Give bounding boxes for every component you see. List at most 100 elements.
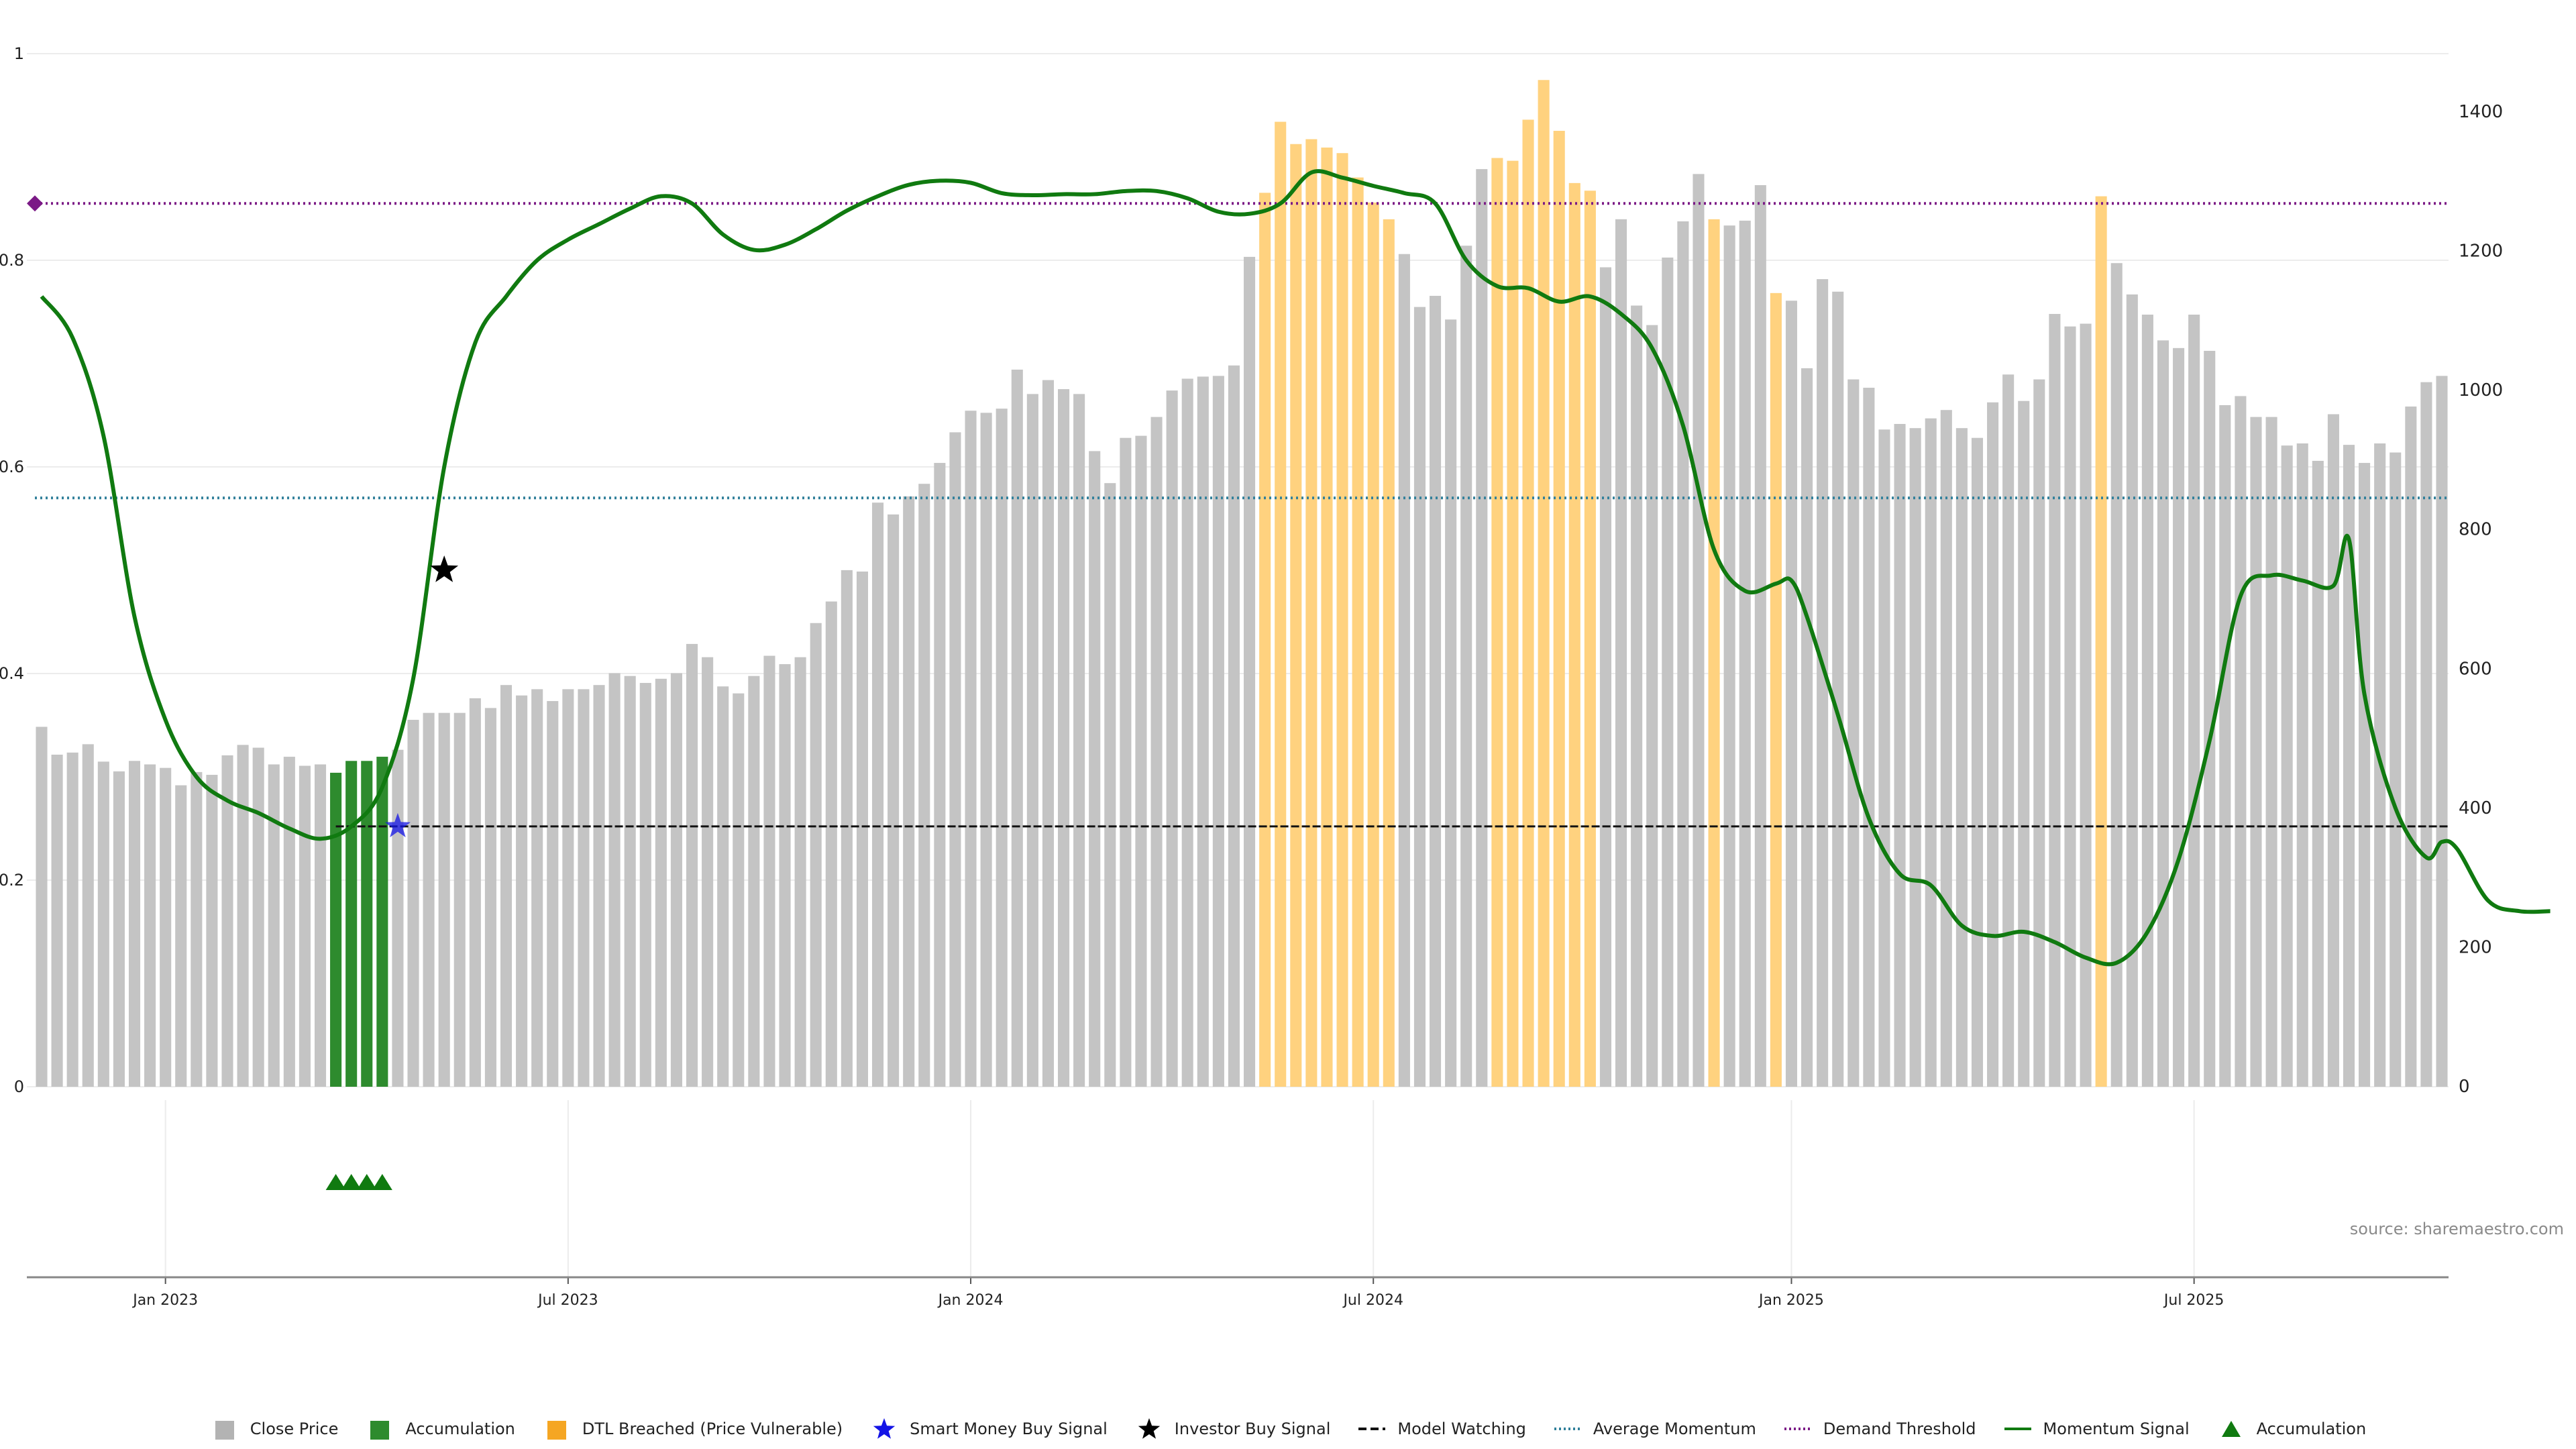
- close-price-bar: [314, 764, 327, 1087]
- chart-legend: Close Price Accumulation DTL Breached (Pri…: [0, 1414, 2576, 1444]
- close-price-bar: [1166, 390, 1178, 1087]
- close-price-bar: [2312, 460, 2324, 1087]
- close-price-bar: [980, 413, 992, 1087]
- close-price-bar: [2296, 443, 2308, 1087]
- close-price-bar: [1460, 246, 1472, 1087]
- close-price-bar: [562, 689, 574, 1087]
- dtl-breached-bar: [1770, 292, 1782, 1087]
- close-price-bar: [1955, 428, 1968, 1087]
- close-price-bar: [2204, 350, 2216, 1087]
- close-price-bar: [2265, 417, 2277, 1087]
- close-price-bar: [144, 764, 156, 1087]
- legend-label: Model Watching: [1397, 1419, 1526, 1438]
- legend-item: DTL Breached (Price Vulnerable): [542, 1417, 843, 1441]
- close-price-bar: [1925, 418, 1937, 1087]
- close-price-bar: [2188, 315, 2200, 1087]
- close-price-bar: [2420, 382, 2432, 1087]
- close-price-bar: [1430, 295, 1442, 1087]
- left-axis-tick-label: 0: [14, 1077, 24, 1096]
- close-price-bar: [1413, 307, 1426, 1087]
- triangle-icon: [2221, 1421, 2241, 1437]
- source-label: source: sharemaestro.com: [2350, 1220, 2564, 1238]
- close-price-bar: [1089, 451, 1101, 1087]
- close-price-bar: [2359, 463, 2371, 1087]
- accumulation-bar: [361, 761, 373, 1087]
- close-price-bar: [1723, 225, 1735, 1087]
- right-axis-tick-label: 800: [2459, 520, 2492, 540]
- close-price-bar: [1662, 257, 1674, 1087]
- right-axis-tick-label: 200: [2459, 937, 2492, 957]
- close-price-bar: [841, 570, 853, 1087]
- legend-label: Average Momentum: [1593, 1419, 1756, 1438]
- close-price-bar: [392, 749, 404, 1087]
- x-axis-tick-label: Jan 2023: [131, 1292, 198, 1309]
- close-price-bar: [578, 689, 590, 1087]
- x-axis-tick-label: Jan 2024: [937, 1292, 1004, 1309]
- close-price-bar: [1739, 220, 1751, 1087]
- close-price-bar: [221, 755, 233, 1087]
- legend-item: Close Price: [210, 1417, 338, 1441]
- close-price-bar: [2235, 396, 2247, 1087]
- close-price-bar: [2018, 400, 2030, 1087]
- legend-item: Model Watching: [1357, 1417, 1526, 1441]
- close-price-bar: [66, 752, 78, 1087]
- legend-item: Demand Threshold: [1783, 1417, 1976, 1441]
- smart-money-buy-star: [384, 812, 411, 838]
- close-price-bar: [1940, 410, 1952, 1087]
- close-price-bar: [1863, 387, 1875, 1087]
- close-price-bar: [2390, 452, 2402, 1087]
- legend-item: Momentum Signal: [2003, 1417, 2190, 1441]
- legend-item: Average Momentum: [1553, 1417, 1756, 1441]
- close-price-bar: [934, 463, 946, 1087]
- close-price-bar: [1785, 301, 1798, 1087]
- close-price-bar: [1197, 376, 1209, 1087]
- close-price-bar: [2064, 326, 2076, 1087]
- dtl-breached-bar: [1275, 121, 1287, 1087]
- close-price-bar: [516, 695, 528, 1087]
- close-price-bar: [1120, 437, 1132, 1087]
- close-price-bar: [2141, 315, 2153, 1087]
- legend-label: DTL Breached (Price Vulnerable): [582, 1419, 843, 1438]
- close-price-bar: [128, 761, 141, 1087]
- dtl-breached-bar: [1568, 182, 1580, 1087]
- investor-buy-star: [430, 555, 459, 582]
- dotted-line-icon: [1554, 1428, 1581, 1430]
- close-price-bar: [763, 655, 775, 1087]
- dashed-line-icon: [1358, 1428, 1386, 1430]
- close-price-bar: [175, 785, 187, 1087]
- close-price-bar: [1011, 370, 1023, 1087]
- close-price-bar: [670, 673, 682, 1087]
- close-price-bar: [469, 698, 481, 1087]
- close-price-bar: [794, 657, 806, 1087]
- close-price-bar: [1181, 378, 1193, 1087]
- right-axis-tick-label: 1400: [2459, 102, 2503, 122]
- close-price-bar: [97, 761, 109, 1087]
- left-axis-tick-label: 1: [14, 44, 24, 63]
- close-price-bar: [206, 775, 218, 1087]
- dtl-breached-bar: [1708, 219, 1720, 1087]
- close-price-bar: [2110, 263, 2123, 1087]
- dtl-breached-bar: [2095, 196, 2107, 1087]
- close-price-bar: [1646, 325, 1658, 1087]
- dtl-breached-bar: [1290, 144, 1302, 1087]
- close-price-bar: [283, 757, 295, 1087]
- close-price-bar: [903, 496, 915, 1087]
- close-price-bar: [1042, 380, 1054, 1087]
- close-price-bar: [2219, 405, 2231, 1087]
- close-price-bar: [1104, 483, 1116, 1087]
- close-price-bar: [407, 720, 419, 1087]
- demand-threshold-marker: [27, 195, 43, 212]
- left-axis-tick-label: 0.6: [0, 458, 24, 476]
- close-price-bar: [856, 571, 868, 1087]
- close-price-bar: [1847, 379, 1860, 1087]
- legend-label: Accumulation: [405, 1419, 515, 1438]
- close-price-bar: [2405, 407, 2417, 1087]
- close-price-bar: [2126, 294, 2138, 1087]
- close-price-bar: [1398, 254, 1410, 1087]
- close-price-bar: [252, 747, 264, 1087]
- close-price-bar: [1244, 256, 1256, 1087]
- close-price-bar: [453, 712, 466, 1087]
- close-price-bar: [268, 764, 280, 1087]
- dtl-breached-bar: [1383, 219, 1395, 1087]
